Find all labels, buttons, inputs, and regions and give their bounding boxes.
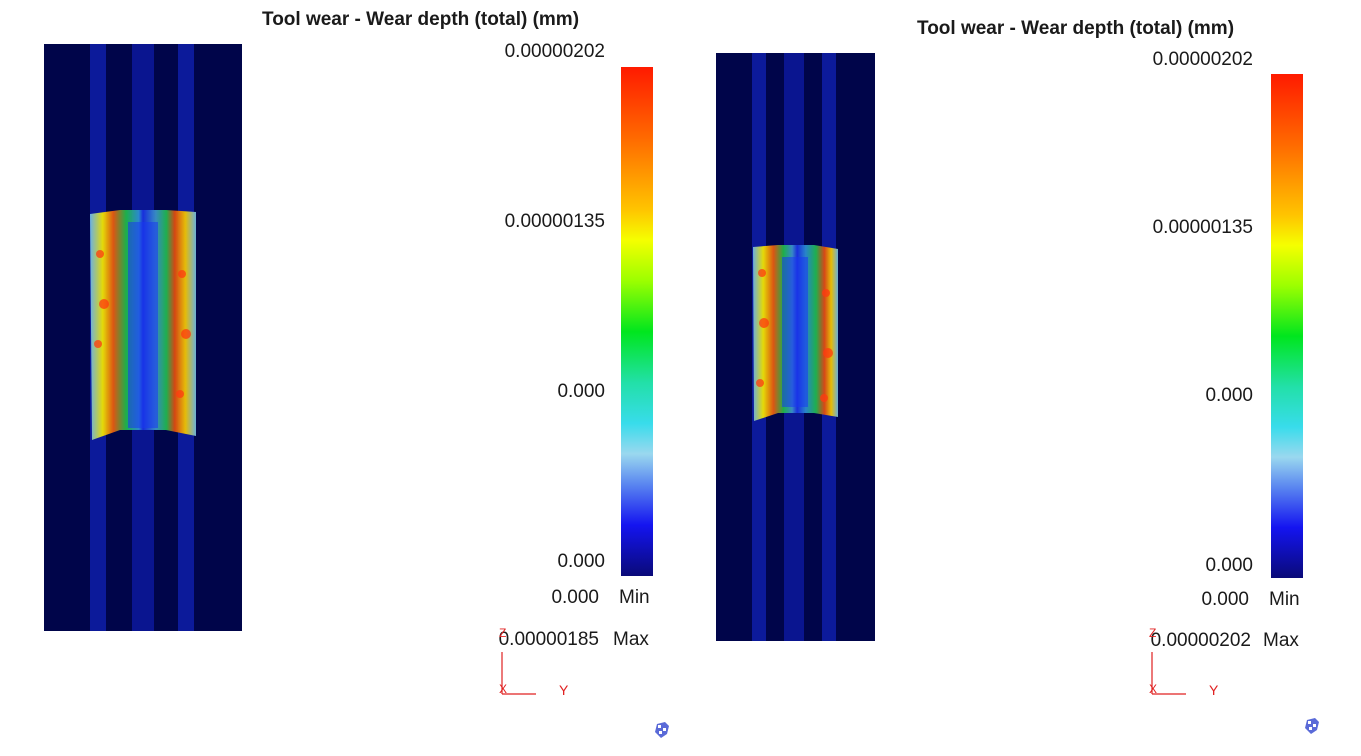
color-scale-bar xyxy=(1271,74,1303,578)
view-cube-icon[interactable] xyxy=(655,722,671,740)
axis-label-x: X xyxy=(1149,682,1158,696)
axis-label-z: Z xyxy=(1149,626,1157,640)
min-label: Min xyxy=(619,587,650,608)
wear-contour xyxy=(753,245,838,421)
scale-label-low: 0.000 xyxy=(1205,385,1253,406)
min-value: 0.000 xyxy=(551,587,599,608)
axis-label-y: Y xyxy=(559,682,569,698)
scale-label-max: 0.00000202 xyxy=(504,41,605,62)
wear-contour xyxy=(90,210,196,440)
panel-title: Tool wear - Wear depth (total) (mm) xyxy=(917,18,1235,39)
max-label: Max xyxy=(1263,630,1299,651)
axis-triad xyxy=(1151,652,1186,695)
view-cube-icon[interactable] xyxy=(1305,718,1321,736)
max-label: Max xyxy=(613,629,649,650)
axis-label-y: Y xyxy=(1209,682,1219,698)
scale-label-min: 0.000 xyxy=(557,551,605,572)
min-value: 0.000 xyxy=(1201,589,1249,610)
tool-contour-view[interactable] xyxy=(44,44,242,631)
axis-label-z: Z xyxy=(499,626,507,640)
scale-label-max: 0.00000202 xyxy=(1152,49,1253,70)
panel-title: Tool wear - Wear depth (total) (mm) xyxy=(262,9,580,30)
min-label: Min xyxy=(1269,589,1300,610)
tool-contour-view[interactable] xyxy=(716,53,875,641)
axis-triad xyxy=(501,652,536,695)
scale-label-low: 0.000 xyxy=(557,381,605,402)
axis-label-x: X xyxy=(499,682,508,696)
scale-label-mid: 0.00000135 xyxy=(504,211,605,232)
scale-label-mid: 0.00000135 xyxy=(1152,217,1253,238)
scale-label-min: 0.000 xyxy=(1205,555,1253,576)
max-value: 0.00000202 xyxy=(1150,630,1251,651)
color-scale-bar xyxy=(621,67,653,576)
max-value: 0.00000185 xyxy=(498,629,599,650)
